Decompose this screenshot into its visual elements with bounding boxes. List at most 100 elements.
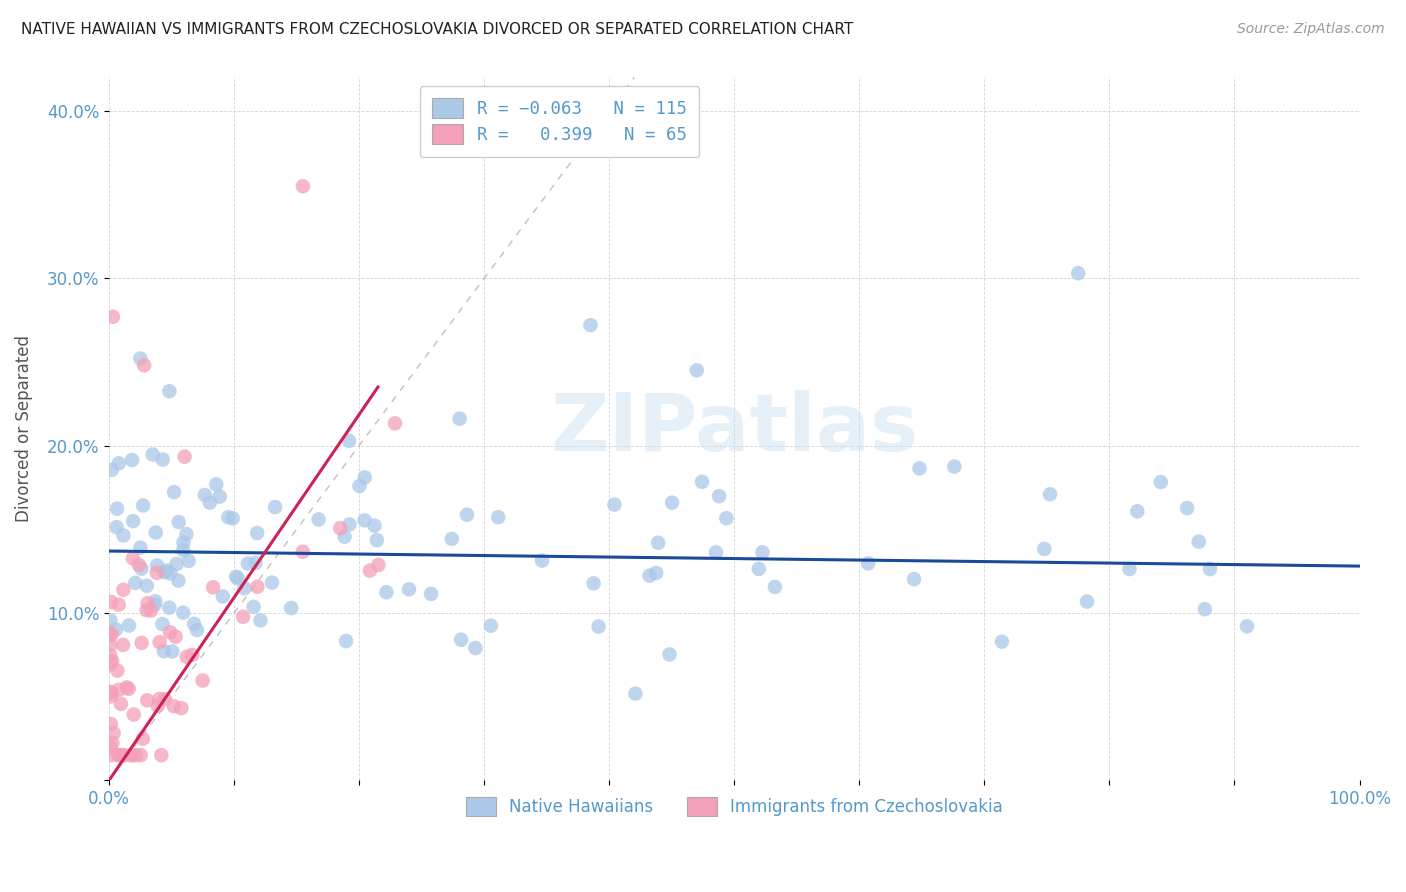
Point <box>159 625 181 640</box>
Point <box>217 510 239 524</box>
Point <box>208 490 231 504</box>
Point <box>150 748 173 763</box>
Point <box>143 598 166 612</box>
Point <box>145 525 167 540</box>
Point <box>145 594 167 608</box>
Point <box>1033 541 1056 556</box>
Point <box>159 566 181 581</box>
Point <box>353 513 375 527</box>
Point <box>98 684 121 698</box>
Point <box>98 626 121 640</box>
Point <box>122 514 145 528</box>
Point <box>191 673 214 688</box>
Point <box>349 479 371 493</box>
Point <box>100 627 122 641</box>
Point <box>181 648 204 662</box>
Point <box>107 598 129 612</box>
Point <box>647 536 669 550</box>
Point <box>163 485 186 500</box>
Point <box>908 461 931 475</box>
Point <box>1194 602 1216 616</box>
Point <box>763 580 786 594</box>
Point <box>264 500 287 514</box>
Point <box>152 617 174 632</box>
Point <box>440 532 463 546</box>
Point <box>384 417 406 431</box>
Point <box>1175 501 1198 516</box>
Point <box>156 564 179 578</box>
Point <box>101 736 124 750</box>
Point <box>1118 562 1140 576</box>
Point <box>359 564 381 578</box>
Point <box>122 707 145 722</box>
Point <box>1126 504 1149 518</box>
Point <box>638 568 661 582</box>
Point <box>101 654 124 668</box>
Point <box>152 452 174 467</box>
Point <box>135 603 157 617</box>
Point <box>603 498 626 512</box>
Point <box>98 638 121 652</box>
Point <box>135 579 157 593</box>
Point <box>98 739 121 754</box>
Point <box>112 582 135 597</box>
Point <box>479 618 502 632</box>
Point <box>645 566 668 580</box>
Point <box>176 527 198 541</box>
Point <box>233 581 256 595</box>
Point <box>129 351 152 366</box>
Point <box>339 517 361 532</box>
Point <box>121 453 143 467</box>
Point <box>943 459 966 474</box>
Point <box>245 556 267 570</box>
Point <box>112 528 135 542</box>
Point <box>353 470 375 484</box>
Point <box>136 596 159 610</box>
Point <box>167 515 190 529</box>
Point <box>146 558 169 573</box>
Point <box>129 748 152 763</box>
Point <box>101 310 124 324</box>
Point <box>172 543 194 558</box>
Point <box>183 616 205 631</box>
Point <box>153 566 176 580</box>
Point <box>98 657 121 672</box>
Text: Source: ZipAtlas.com: Source: ZipAtlas.com <box>1237 22 1385 37</box>
Point <box>588 619 610 633</box>
Point <box>100 690 122 704</box>
Point <box>132 731 155 746</box>
Point <box>103 726 125 740</box>
Point <box>194 488 217 502</box>
Point <box>398 582 420 597</box>
Point <box>163 699 186 714</box>
Point <box>486 510 509 524</box>
Point <box>108 748 131 763</box>
Legend: Native Hawaiians, Immigrants from Czechoslovakia: Native Hawaiians, Immigrants from Czecho… <box>457 789 1011 825</box>
Point <box>690 475 713 489</box>
Point <box>333 530 356 544</box>
Point <box>125 748 148 763</box>
Point <box>236 557 259 571</box>
Point <box>122 748 145 763</box>
Point <box>624 687 647 701</box>
Point <box>202 580 225 594</box>
Point <box>146 566 169 580</box>
Point <box>260 575 283 590</box>
Point <box>991 634 1014 648</box>
Point <box>707 489 730 503</box>
Point <box>1188 534 1211 549</box>
Point <box>100 717 122 731</box>
Point <box>464 640 486 655</box>
Point <box>1039 487 1062 501</box>
Point <box>222 511 245 525</box>
Point <box>131 562 153 576</box>
Point <box>375 585 398 599</box>
Point <box>112 748 135 763</box>
Point <box>136 693 159 707</box>
Point <box>246 526 269 541</box>
Point <box>246 580 269 594</box>
Point <box>366 533 388 548</box>
Point <box>139 604 162 618</box>
Point <box>449 411 471 425</box>
Point <box>716 511 738 525</box>
